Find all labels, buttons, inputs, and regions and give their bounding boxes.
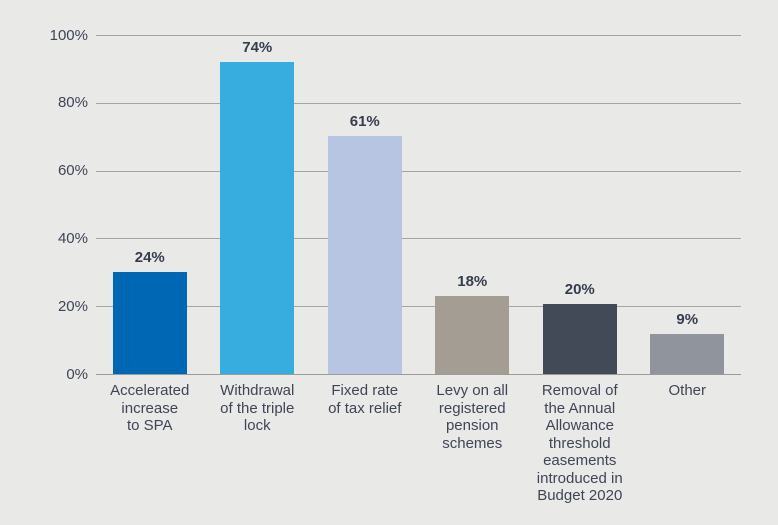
category-label: Levy on all registered pension schemes: [436, 382, 509, 452]
y-axis-tick-label: 60%: [57, 162, 88, 180]
gridline: [96, 238, 741, 240]
gridline: [96, 306, 741, 308]
x-axis-labels: Accelerated increase to SPA Withdrawal of…: [96, 382, 741, 505]
y-axis-tick-label: 100%: [49, 26, 88, 44]
y-axis-tick-label: 80%: [57, 94, 88, 112]
bars: 24% 74% 61% 18% 20% 9%: [96, 35, 741, 374]
bar: [542, 304, 617, 374]
plot-area: 24% 74% 61% 18% 20% 9%: [96, 35, 741, 375]
bar-value-label: 61%: [349, 112, 380, 130]
y-axis-tick-label: 0%: [66, 365, 88, 383]
gridline: [96, 374, 741, 375]
y-axis-tick-label: 20%: [57, 297, 88, 315]
bar: [650, 334, 725, 374]
gridline: [96, 35, 741, 36]
bar: [435, 296, 510, 374]
bar-group: 24%: [96, 35, 204, 374]
bar-group: 61%: [311, 35, 419, 374]
bar-group: 9%: [634, 35, 742, 374]
y-axis-tick-label: 40%: [57, 229, 88, 247]
bar-group: 18%: [419, 35, 527, 374]
bar-value-label: 20%: [564, 281, 595, 299]
bar-value-label: 18%: [457, 273, 488, 291]
category-label: Other: [668, 382, 706, 399]
category-label: Removal of the Annual Allowance threshol…: [536, 382, 623, 504]
category-label: Fixed rate of tax relief: [328, 382, 402, 417]
bar: [327, 135, 402, 374]
bar-group: 74%: [204, 35, 312, 374]
bar-value-label: 24%: [134, 249, 165, 267]
gridline: [96, 170, 741, 172]
bar-group: 20%: [526, 35, 634, 374]
bar-value-label: 74%: [242, 39, 273, 57]
gridline: [96, 102, 741, 104]
category-label: Withdrawal of the triple lock: [220, 382, 295, 434]
bar-value-label: 9%: [676, 311, 699, 329]
category-label: Accelerated increase to SPA: [110, 382, 190, 434]
bar: [112, 272, 187, 374]
bar: [220, 62, 295, 374]
